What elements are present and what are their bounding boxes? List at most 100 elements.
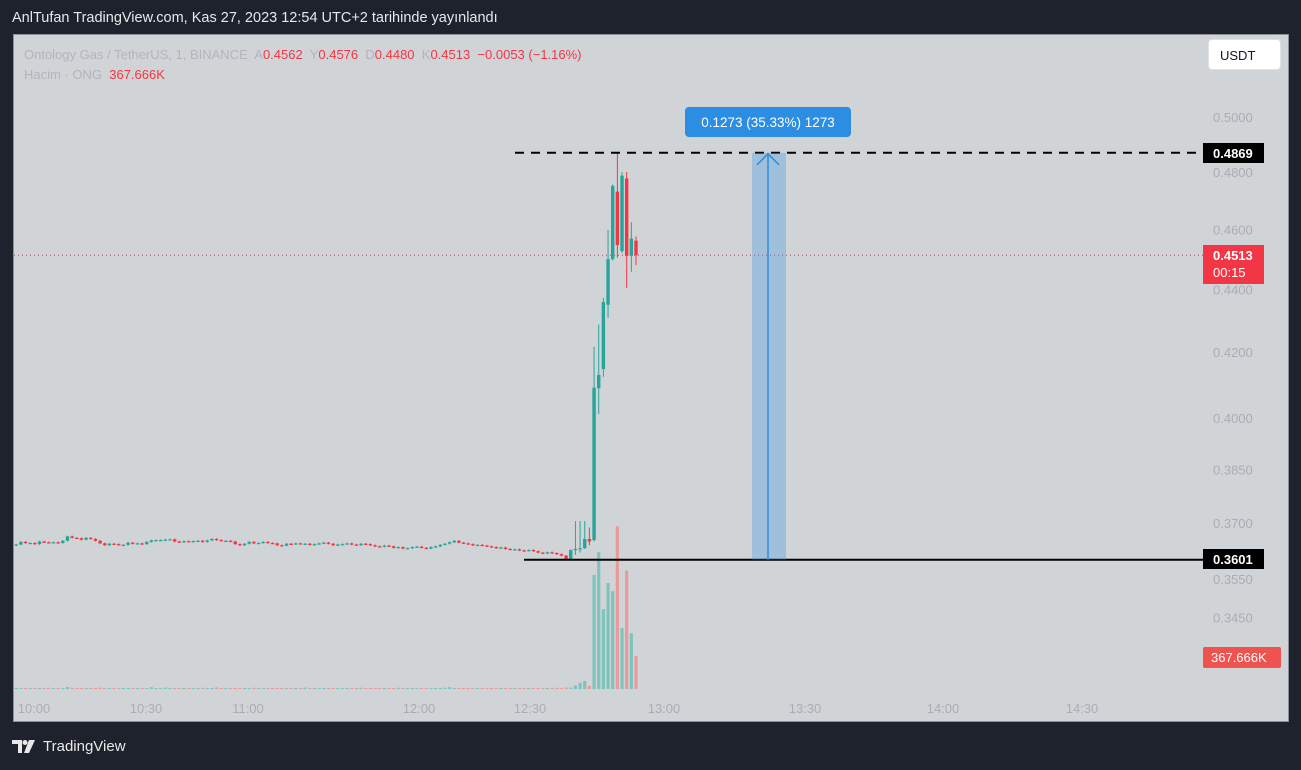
volume-bar	[489, 688, 494, 689]
volume-bar	[47, 687, 51, 689]
volume-bar	[368, 688, 372, 689]
volume-bar	[536, 688, 540, 689]
candle	[415, 545, 419, 548]
candle-body	[340, 544, 345, 546]
candle-body	[238, 544, 242, 546]
candle	[196, 540, 200, 542]
candle-body	[210, 538, 214, 541]
volume-bar	[224, 688, 228, 689]
candle	[177, 540, 182, 544]
volume-bar	[625, 570, 629, 689]
price-tick-label: 0.4200	[1213, 345, 1253, 360]
volume-bar	[513, 688, 517, 689]
volume-bar	[378, 687, 382, 689]
candle	[126, 541, 130, 546]
candle	[75, 537, 79, 540]
volume-bar	[317, 688, 321, 689]
candle	[405, 547, 410, 550]
candle-body	[23, 541, 28, 544]
candle	[131, 541, 135, 545]
candle	[475, 544, 480, 547]
candle-body	[550, 552, 554, 554]
candle	[149, 539, 154, 543]
currency-button[interactable]: USDT	[1208, 39, 1281, 70]
volume-bar	[131, 688, 135, 689]
price-tick-label: 0.5000	[1213, 110, 1253, 125]
candle-body	[103, 543, 107, 546]
volume-bar	[228, 687, 233, 689]
price-axis: 0.5000 0.4800 0.4600 0.4400 0.4200 0.4000 0.38…	[1213, 110, 1253, 626]
volume-bar	[75, 688, 79, 689]
candle	[382, 544, 387, 548]
volume-bar	[42, 688, 46, 689]
candle	[378, 545, 382, 548]
candle-body	[145, 541, 149, 545]
volume-bar	[471, 688, 475, 689]
volume-bar	[508, 688, 512, 689]
last-volume-tag: 367.666K	[1203, 647, 1281, 668]
candle-body	[601, 302, 606, 369]
volume-bar	[429, 688, 433, 689]
candle-body	[494, 547, 498, 549]
high-price-tag: 0.4869	[1203, 143, 1264, 163]
candle	[331, 543, 335, 546]
time-tick-label: 12:30	[514, 701, 547, 716]
volume-bar	[326, 687, 331, 689]
chart-panel[interactable]	[13, 34, 1289, 722]
candle	[70, 535, 74, 539]
volume-bar	[303, 687, 307, 689]
candle	[284, 543, 289, 547]
volume-bar	[182, 687, 186, 689]
candle-body	[308, 543, 312, 545]
footer-brand[interactable]: TradingView	[12, 738, 126, 755]
volume-bar	[382, 688, 386, 689]
candle	[489, 545, 494, 548]
volume-bar	[275, 688, 279, 689]
candle	[536, 550, 540, 554]
candle-body	[615, 191, 620, 246]
measure-range-box[interactable]	[752, 152, 786, 560]
candle-body	[611, 185, 615, 260]
volume-bar	[284, 688, 289, 689]
volume-bar	[149, 687, 153, 689]
candle	[447, 541, 452, 545]
price-tick-label: 0.3850	[1213, 463, 1253, 478]
volume-bar	[573, 685, 578, 689]
volume-value: 367.666K	[109, 67, 165, 82]
measure-tool[interactable]: 0.1273 (35.33%) 1273	[685, 107, 851, 560]
candle-body	[578, 548, 582, 550]
volume-bar	[620, 627, 624, 689]
candle-body	[597, 374, 601, 389]
candle	[443, 543, 447, 546]
candle-body	[443, 543, 447, 545]
time-tick-label: 14:30	[1066, 701, 1099, 716]
open-label: A	[254, 47, 263, 62]
candle	[261, 541, 265, 544]
candle	[186, 540, 191, 543]
close-value: 0.4513	[430, 47, 471, 62]
candle-body	[270, 543, 275, 545]
candle-body	[47, 542, 51, 544]
volume-bar	[531, 688, 536, 689]
candle	[56, 541, 60, 544]
volume-bar	[205, 688, 209, 689]
candle	[238, 543, 242, 546]
candle	[624, 172, 629, 288]
volume-label[interactable]: Hacim · ONG	[24, 67, 102, 82]
candle	[573, 520, 578, 555]
volume-bar	[485, 688, 489, 689]
volume-bar	[420, 688, 424, 689]
candle-body	[382, 545, 387, 547]
high-value: 0.4576	[318, 47, 359, 62]
candle	[601, 298, 606, 377]
low-label: D	[365, 47, 375, 62]
volume-bar	[555, 687, 559, 689]
candle-body	[51, 542, 56, 544]
candle-body	[336, 544, 340, 546]
candle	[461, 541, 466, 545]
volume-bar	[452, 688, 456, 689]
candle-body	[475, 544, 480, 547]
symbol-name[interactable]: Ontology Gas / TetherUS, 1, BINANCE	[24, 47, 248, 62]
volume-bar	[298, 688, 303, 689]
